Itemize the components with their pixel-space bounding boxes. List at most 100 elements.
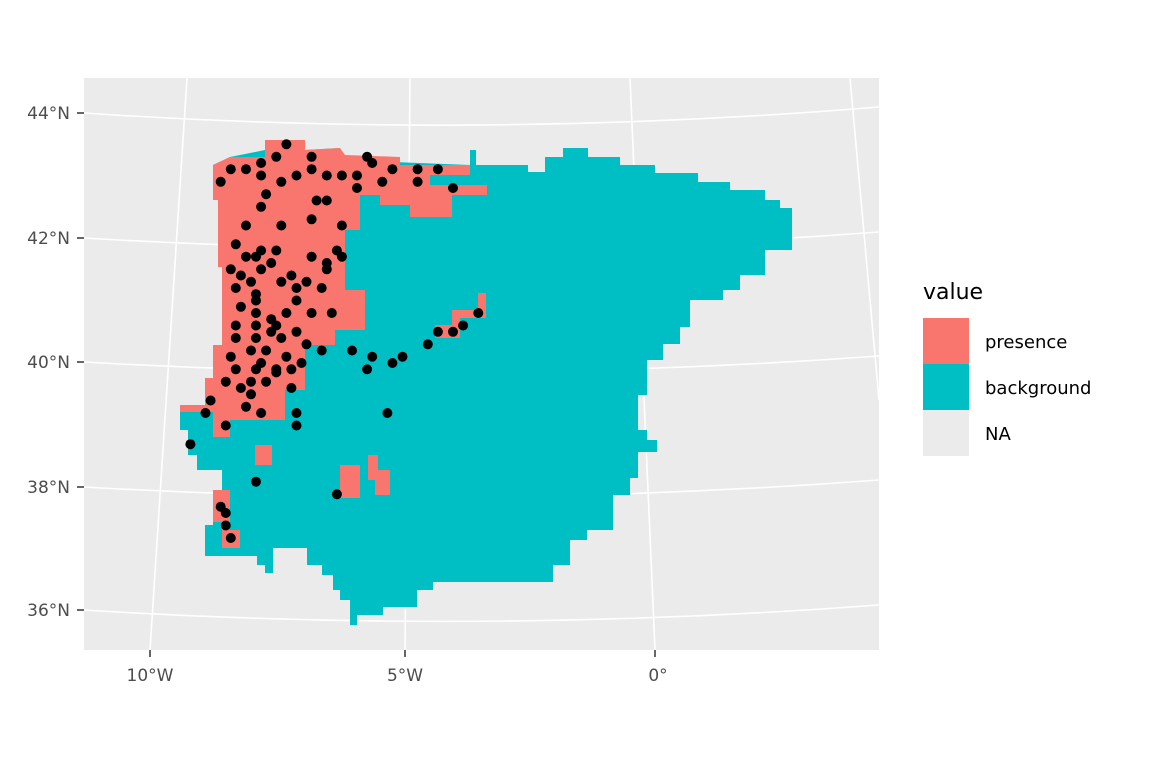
occurrence-point [367,158,378,168]
legend: value presence background NA [923,280,1091,456]
occurrence-point [261,376,272,387]
legend-key-na [923,410,969,456]
occurrence-point [306,251,317,262]
occurrence-point [235,301,246,312]
occurrence-point [251,308,261,318]
occurrence-point [246,389,256,400]
occurrence-point [241,220,251,231]
occurrence-point [256,170,267,181]
gridline-36n [83,604,880,623]
occurrence-point [251,476,261,487]
occurrence-point [281,351,292,362]
occurrence-point [225,164,236,175]
occurrence-point [296,358,307,368]
gridline-10w [149,77,188,651]
occurrence-point [200,408,211,418]
occurrence-point [362,364,373,375]
occurrence-point [235,383,246,393]
occurrence-point [256,264,267,275]
occurrence-point [286,364,297,375]
occurrence-point [377,176,388,187]
occurrence-point [316,283,327,293]
occurrence-point [387,164,398,175]
occurrence-point [230,364,241,375]
occurrence-point [215,176,226,187]
occurrence-point [271,245,282,256]
occurrence-point [261,189,272,200]
legend-title: value [923,280,983,305]
occurrence-point [230,239,241,250]
occurrence-point [286,270,297,281]
occurrence-point [291,420,302,431]
occurrence-point [225,533,236,543]
x-tick-label: 0° [648,666,667,686]
legend-key-presence [923,318,969,364]
y-tick-label: 44°N [27,104,70,124]
occurrence-point [261,345,272,356]
occurrence-point [205,395,216,406]
occurrence-point [281,308,292,318]
occurrence-point [321,170,332,181]
occurrence-point [185,439,196,450]
y-tick-label: 40°N [27,353,70,373]
occurrence-point [336,220,347,231]
occurrence-point [397,351,408,362]
occurrence-point [291,170,302,181]
occurrence-point [306,214,317,225]
legend-key-background [923,364,969,410]
occurrence-point [367,351,378,362]
occurrence-point [241,164,251,175]
occurrence-point [291,295,302,306]
occurrence-point [306,151,317,162]
occurrence-point [316,345,327,356]
legend-label: NA [985,424,1011,445]
occurrence-point [276,220,287,231]
occurrence-point [301,339,312,350]
y-tick-label: 38°N [27,478,70,498]
occurrence-point [432,326,443,337]
occurrence-points [185,139,484,543]
y-tick-label: 36°N [27,601,70,621]
occurrence-point [230,333,241,343]
occurrence-point [458,320,469,331]
occurrence-point [291,283,302,293]
occurrence-point [220,420,231,431]
occurrence-point [256,158,267,168]
occurrence-point [321,195,332,206]
occurrence-point [235,270,246,281]
occurrence-point [432,164,443,175]
occurrence-point [301,276,312,287]
x-tick-label: 10°W [127,666,174,686]
occurrence-point [306,308,317,318]
occurrence-point [256,245,267,256]
occurrence-point [241,401,251,412]
occurrence-point [230,320,241,331]
occurrence-point [220,508,231,518]
occurrence-point [251,295,261,306]
occurrence-point [473,308,484,318]
occurrence-point [276,333,287,343]
occurrence-point [311,195,322,206]
occurrence-point [246,376,256,387]
occurrence-point [306,164,317,175]
occurrence-point [225,351,236,362]
occurrence-point [412,176,423,187]
occurrence-point [256,201,267,212]
gridline-5e [849,77,880,401]
occurrence-point [331,489,342,500]
occurrence-point [251,320,261,331]
occurrence-point [220,376,231,387]
gridline-44n [83,106,880,126]
occurrence-point [271,367,282,378]
occurrence-point [246,276,256,287]
occurrence-point [266,258,277,268]
occurrence-point [448,326,458,337]
occurrence-point [352,170,362,181]
occurrence-point [271,320,282,331]
occurrence-point [347,345,357,356]
y-tick-label: 42°N [27,229,70,249]
occurrence-point [286,383,297,393]
legend-label: presence [985,332,1067,353]
occurrence-point [241,251,251,262]
